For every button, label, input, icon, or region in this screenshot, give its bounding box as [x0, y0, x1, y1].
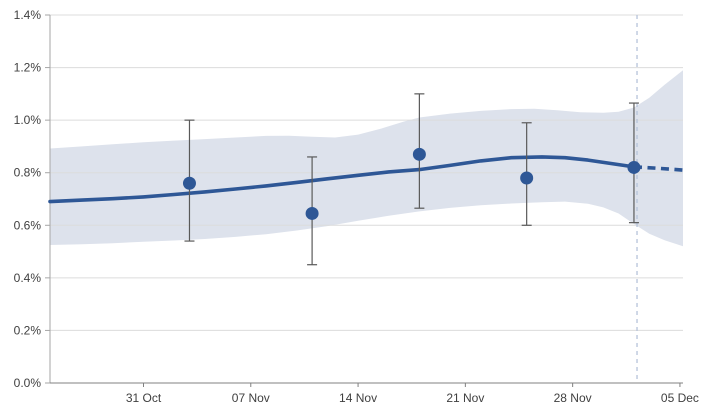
y-tick-label: 0.6%: [14, 218, 42, 232]
data-point: [520, 171, 534, 185]
y-tick-label: 1.2%: [14, 61, 42, 75]
projection-line: [633, 165, 684, 172]
x-tick-label: 07 Nov: [232, 391, 270, 405]
data-point: [305, 206, 319, 220]
x-tick-label: 14 Nov: [339, 391, 377, 405]
y-tick-label: 0.8%: [14, 166, 42, 180]
x-tick-label: 21 Nov: [446, 391, 484, 405]
y-tick-label: 0.4%: [14, 271, 42, 285]
x-tick-label: 05 Dec: [661, 391, 699, 405]
y-tick-label: 0.2%: [14, 323, 42, 337]
data-point: [627, 160, 641, 174]
data-point: [182, 176, 196, 190]
x-tick-label: 31 Oct: [126, 391, 162, 405]
modelled-estimate-line: [48, 155, 636, 204]
y-tick-label: 1.4%: [14, 8, 42, 22]
x-tick-label: 28 Nov: [554, 391, 592, 405]
credible-interval-band: [50, 70, 683, 247]
data-point: [412, 147, 426, 161]
y-tick-label: 1.0%: [14, 113, 42, 127]
y-tick-label: 0.0%: [14, 376, 42, 390]
